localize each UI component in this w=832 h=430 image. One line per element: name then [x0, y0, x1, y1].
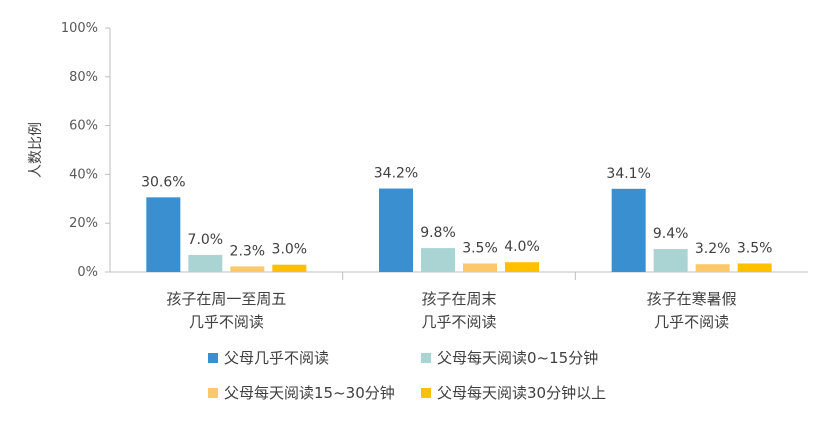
legend-label: 父母几乎不阅读 — [224, 349, 329, 367]
bar — [421, 248, 455, 272]
data-label: 34.1% — [606, 166, 650, 182]
category-label: 孩子在寒暑假 — [647, 290, 737, 308]
bar — [737, 263, 772, 272]
y-tick-label: 0% — [77, 265, 98, 280]
value-labels: 30.6% 7.0% 2.3% 3.0% 34.2% 9.8% 3.5% 4.0% 34.1% 9… — [141, 166, 772, 260]
legend-swatch — [421, 353, 431, 363]
data-label: 3.2% — [695, 241, 731, 257]
bar — [505, 262, 539, 272]
data-label: 9.4% — [653, 226, 689, 242]
legend-label: 父母每天阅读30分钟以上 — [437, 384, 606, 402]
bar — [379, 188, 413, 272]
legend-label: 父母每天阅读15~30分钟 — [224, 384, 395, 402]
y-tick-label: 40% — [69, 167, 98, 182]
category-label: 孩子在周一至周五 — [166, 290, 286, 308]
category-label: 几乎不阅读 — [189, 313, 264, 331]
bar — [230, 266, 265, 272]
data-label: 2.3% — [230, 243, 266, 259]
bar — [653, 249, 688, 272]
y-tick-label: 60% — [69, 119, 98, 134]
y-axis-label: 人数比例 — [28, 122, 44, 178]
legend-label: 父母每天阅读0~15分钟 — [437, 349, 598, 367]
y-tick-label: 80% — [69, 70, 98, 85]
bar — [146, 197, 181, 272]
category-label: 几乎不阅读 — [654, 313, 729, 331]
data-label: 30.6% — [141, 174, 185, 190]
data-label: 9.8% — [420, 225, 456, 241]
legend-swatch — [421, 388, 431, 398]
bar — [695, 264, 730, 272]
category-label: 几乎不阅读 — [421, 313, 496, 331]
data-label: 3.5% — [462, 240, 498, 256]
bar — [611, 188, 646, 272]
legend-swatch — [208, 353, 218, 363]
bar — [463, 263, 497, 272]
legend-swatch — [208, 388, 218, 398]
bar — [188, 254, 223, 272]
data-label: 7.0% — [188, 232, 224, 248]
data-label: 3.5% — [737, 240, 773, 256]
bars — [146, 188, 772, 272]
data-label: 34.2% — [374, 166, 418, 182]
bar — [272, 264, 307, 272]
data-label: 4.0% — [504, 239, 540, 255]
category-label: 孩子在周末 — [421, 290, 496, 308]
data-label: 3.0% — [272, 242, 308, 258]
y-tick-label: 20% — [69, 216, 98, 231]
axes: 0% 20% 40% 60% 80% 100% — [61, 21, 808, 280]
y-tick-label: 100% — [61, 21, 98, 36]
